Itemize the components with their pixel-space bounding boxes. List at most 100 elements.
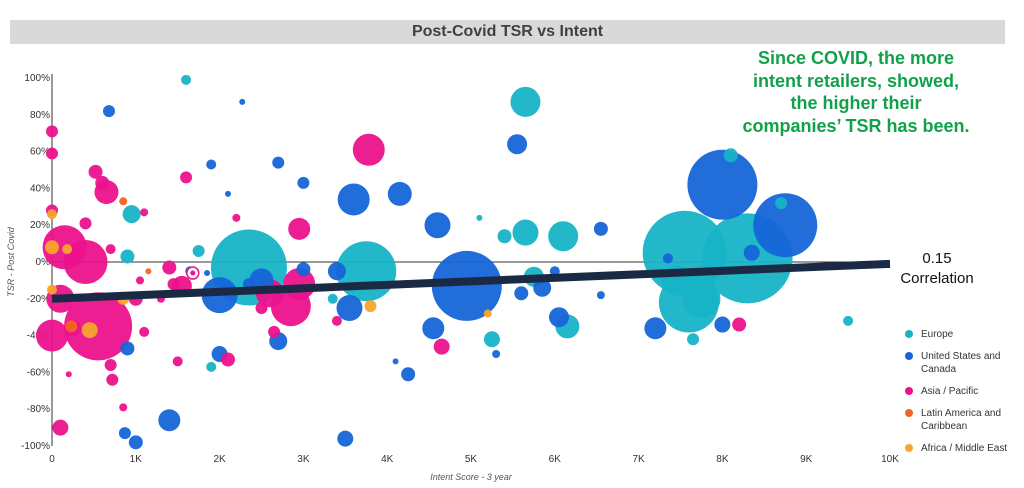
y-tick-label: 100% — [24, 73, 50, 84]
data-point — [181, 74, 192, 85]
data-point — [135, 276, 144, 285]
trend-line — [51, 259, 891, 303]
legend-item-asia-pacific[interactable]: Asia / Pacific — [905, 385, 1020, 398]
y-tick-label: 80% — [30, 110, 50, 121]
data-point — [47, 209, 57, 220]
x-tick-label: 4K — [381, 454, 394, 465]
legend-swatch-asia-pacific — [905, 387, 913, 395]
data-point — [204, 270, 211, 277]
data-point — [36, 319, 68, 352]
y-tick-label: -80% — [27, 404, 50, 415]
x-tick-label: 1K — [130, 454, 143, 465]
data-point — [514, 286, 529, 301]
data-point — [431, 250, 502, 321]
data-point — [106, 373, 119, 386]
data-point — [392, 358, 399, 365]
data-point — [79, 217, 92, 230]
data-point — [387, 181, 412, 206]
data-point — [46, 147, 58, 160]
data-point — [62, 244, 73, 255]
x-tick-label: 6K — [549, 454, 562, 465]
data-point — [644, 317, 667, 340]
data-point — [593, 221, 608, 236]
data-point — [296, 262, 311, 277]
data-point — [687, 333, 700, 346]
legend-item-europe[interactable]: Europe — [905, 328, 1020, 341]
data-point — [687, 149, 758, 220]
legend-item-africa-middle-east[interactable]: Africa / Middle East — [905, 442, 1020, 455]
data-point — [662, 253, 673, 264]
data-point — [105, 244, 116, 255]
data-point — [122, 205, 141, 224]
x-tick-label: 9K — [800, 454, 813, 465]
data-point — [401, 367, 416, 382]
data-point — [483, 309, 492, 318]
correlation-value: 0.15 — [922, 250, 952, 267]
legend-label-europe: Europe — [921, 329, 954, 340]
data-point — [512, 219, 539, 246]
legend-item-latin-america[interactable]: Latin America and Caribbean — [905, 407, 1020, 433]
data-point — [510, 86, 541, 117]
data-point — [239, 98, 246, 105]
data-point — [180, 171, 193, 184]
data-point — [596, 291, 605, 300]
data-point — [723, 148, 738, 163]
data-point — [732, 317, 747, 332]
data-point — [140, 208, 149, 217]
data-point — [492, 350, 501, 358]
x-axis-label: Intent Score - 3 year — [430, 472, 513, 482]
data-point — [255, 302, 268, 314]
x-tick-label: 10K — [881, 454, 899, 465]
x-tick-label: 3K — [297, 454, 310, 465]
data-point — [288, 217, 311, 240]
data-point — [206, 159, 217, 170]
data-point — [128, 435, 143, 450]
x-tick-label: 0 — [49, 454, 55, 465]
y-tick-label: -20% — [27, 294, 50, 305]
data-point — [422, 317, 445, 340]
data-point — [104, 359, 117, 372]
data-point — [507, 134, 528, 155]
data-point — [206, 361, 217, 372]
data-point — [497, 229, 512, 244]
data-point — [327, 262, 346, 281]
data-point — [119, 403, 128, 412]
data-point — [714, 316, 731, 333]
data-point — [268, 325, 281, 338]
legend-swatch-africa-middle-east — [905, 444, 913, 452]
plot-layer: 0 1K 2K 3K 4K 5K 6K 7K 8K 9K 10K 100% 80% 60% 40% 20% 0%… — [6, 73, 899, 482]
data-point — [102, 105, 115, 118]
data-point — [167, 278, 180, 291]
correlation-label: Correlation — [900, 270, 974, 287]
data-point — [65, 320, 78, 333]
legend-label-us-canada: United States and Canada — [921, 351, 1001, 375]
data-point — [64, 292, 133, 361]
chart-annotation: Since COVID, the more intent retailers, … — [742, 48, 970, 136]
y-tick-label: 20% — [30, 220, 50, 231]
data-point — [549, 266, 560, 277]
data-point — [88, 164, 103, 179]
data-point — [433, 338, 450, 355]
data-point — [119, 197, 128, 206]
legend-label-africa-middle-east: Africa / Middle East — [921, 443, 1008, 454]
data-point — [120, 341, 135, 356]
data-point — [843, 315, 854, 326]
data-point — [95, 175, 110, 190]
data-point — [682, 279, 721, 318]
y-tick-label: -100% — [21, 441, 50, 452]
y-axis-label: TSR - Post Covid — [6, 226, 16, 297]
data-point — [364, 300, 377, 313]
y-tick-label: 60% — [30, 147, 50, 158]
data-point — [424, 212, 451, 239]
data-point — [45, 240, 59, 255]
data-point — [297, 176, 310, 189]
legend-item-us-canada[interactable]: United States and Canada — [905, 350, 1020, 376]
data-point — [548, 307, 569, 328]
data-point — [192, 244, 205, 257]
data-point — [81, 322, 98, 339]
data-point — [483, 331, 500, 348]
data-point — [753, 193, 818, 258]
chart-title-bar — [10, 20, 1005, 44]
x-tick-label: 8K — [716, 454, 729, 465]
